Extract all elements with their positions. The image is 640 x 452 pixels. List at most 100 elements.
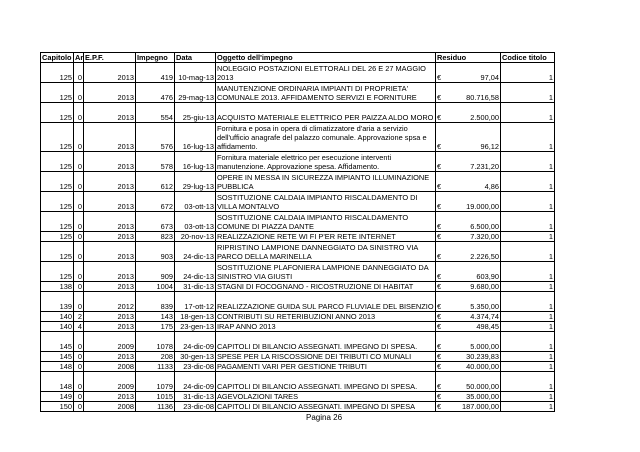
- cell-oggetto: NOLEGGIO POSTAZIONI ELETTORALI DEL 26 E …: [215, 62, 436, 83]
- cell-arti: 0: [73, 211, 84, 232]
- cell-arti: 0: [73, 191, 84, 212]
- cell-epf: 2008: [83, 401, 136, 412]
- cell-oggetto: ACQUISTO MATERIALE ELETTRICO PER PAIZZA …: [215, 102, 436, 123]
- cell-residuo: 40.000,00: [444, 361, 501, 372]
- cell-residuo: 19.000,00: [444, 191, 501, 212]
- currency-symbol: €: [435, 331, 445, 352]
- cell-impegno: 175: [135, 321, 175, 332]
- cell-codice: 1: [500, 122, 555, 152]
- cell-arti: 4: [73, 321, 84, 332]
- cell-data: 18-gen-13: [174, 311, 216, 322]
- cell-capitolo: 125: [40, 261, 74, 282]
- cell-residuo: 2.500,00: [444, 102, 501, 123]
- cell-oggetto: SOSTITUZIONE CALDAIA IMPIANTO RISCALDAME…: [215, 211, 436, 232]
- table-row: 138 0 2013 1004 31-dic-13 STAGNI DI FOCOGNANO…: [40, 281, 555, 292]
- cell-epf: 2013: [83, 122, 136, 152]
- col-capitolo: Capitolo: [40, 52, 74, 63]
- cell-impegno: 823: [135, 231, 175, 242]
- cell-data: 30-gen-13: [174, 351, 216, 362]
- cell-residuo: 97,04: [444, 62, 501, 83]
- cell-residuo: 30.239,83: [444, 351, 501, 362]
- cell-arti: 0: [73, 151, 84, 172]
- currency-symbol: €: [435, 321, 445, 332]
- cell-residuo: 7.231,20: [444, 151, 501, 172]
- cell-epf: 2013: [83, 261, 136, 282]
- cell-codice: 1: [500, 241, 555, 262]
- cell-residuo: 4.374,74: [444, 311, 501, 322]
- cell-epf: 2013: [83, 311, 136, 322]
- col-impegno: Impegno: [135, 52, 175, 63]
- cell-oggetto: RIPRISTINO LAMPIONE DANNEGGIATO DA SINIS…: [215, 241, 436, 262]
- cell-epf: 2013: [83, 211, 136, 232]
- cell-oggetto: CAPITOLI DI BILANCIO ASSEGNATI. IMPEGNO …: [215, 371, 436, 392]
- table-row: 125 0 2013 576 16-lug-13 Fornitura e posa in …: [40, 122, 555, 152]
- currency-symbol: €: [435, 351, 445, 362]
- cell-data: 23-dic-08: [174, 401, 216, 412]
- table-row: 140 4 2013 175 23-gen-13 IRAP ANNO 2013 €498,4…: [40, 321, 555, 332]
- table-row: 145 0 2013 208 30-gen-13 SPESE PER LA RISCOSS…: [40, 351, 555, 362]
- cell-arti: 0: [73, 171, 84, 192]
- table-row: 125 0 2013 673 03-ott-13 SOSTITUZIONE CALDAIA…: [40, 211, 555, 232]
- cell-oggetto: OPERE IN MESSA IN SICUREZZA IMPIANTO ILL…: [215, 171, 436, 192]
- cell-residuo: 80.716,58: [444, 82, 501, 103]
- cell-arti: 0: [73, 351, 84, 362]
- col-arti: Arti: [73, 52, 84, 63]
- cell-codice: 1: [500, 211, 555, 232]
- table-row: 149 0 2013 1015 31-dic-13 AGEVOLAZIONI TARES €…: [40, 391, 555, 402]
- cell-capitolo: 148: [40, 361, 74, 372]
- cell-data: 31-dic-13: [174, 281, 216, 292]
- cell-capitolo: 145: [40, 331, 74, 352]
- cell-impegno: 909: [135, 261, 175, 282]
- col-oggetto: Oggetto dell'impegno: [215, 52, 436, 63]
- cell-impegno: 554: [135, 102, 175, 123]
- cell-epf: 2013: [83, 391, 136, 402]
- cell-capitolo: 148: [40, 371, 74, 392]
- cell-codice: 1: [500, 102, 555, 123]
- cell-impegno: 672: [135, 191, 175, 212]
- currency-symbol: €: [435, 311, 445, 322]
- table-row: 125 0 2013 419 10-mag-13 NOLEGGIO POSTAZIONI …: [40, 62, 555, 83]
- cell-codice: 1: [500, 291, 555, 312]
- cell-data: 29-mag-13: [174, 82, 216, 103]
- cell-oggetto: SPESE PER LA RISCOSSIONE DEI TRIBUTI CO …: [215, 351, 436, 362]
- cell-capitolo: 125: [40, 241, 74, 262]
- cell-codice: 1: [500, 321, 555, 332]
- cell-data: 29-lug-13: [174, 171, 216, 192]
- cell-capitolo: 125: [40, 82, 74, 103]
- cell-codice: 1: [500, 261, 555, 282]
- currency-symbol: €: [435, 241, 445, 262]
- cell-data: 23-gen-13: [174, 321, 216, 332]
- cell-capitolo: 145: [40, 351, 74, 362]
- cell-capitolo: 139: [40, 291, 74, 312]
- cell-data: 10-mag-13: [174, 62, 216, 83]
- cell-residuo: 50.000,00: [444, 371, 501, 392]
- cell-codice: 1: [500, 82, 555, 103]
- cell-residuo: 5.000,00: [444, 331, 501, 352]
- cell-capitolo: 125: [40, 231, 74, 242]
- cell-data: 24-dic-09: [174, 371, 216, 392]
- cell-impegno: 673: [135, 211, 175, 232]
- currency-symbol: €: [435, 122, 445, 152]
- cell-capitolo: 150: [40, 401, 74, 412]
- cell-epf: 2013: [83, 191, 136, 212]
- cell-impegno: 419: [135, 62, 175, 83]
- table-row: 125 0 2013 672 03-ott-13 SOSTITUZIONE CALDAIA…: [40, 191, 555, 212]
- cell-capitolo: 149: [40, 391, 74, 402]
- col-data: Data: [174, 52, 216, 63]
- cell-residuo: 603,90: [444, 261, 501, 282]
- currency-symbol: €: [435, 62, 445, 83]
- col-epf: E.P.F.: [83, 52, 136, 63]
- cell-capitolo: 125: [40, 122, 74, 152]
- cell-capitolo: 125: [40, 191, 74, 212]
- cell-impegno: 903: [135, 241, 175, 262]
- currency-symbol: €: [435, 102, 445, 123]
- cell-data: 24-dic-13: [174, 261, 216, 282]
- cell-oggetto: PAGAMENTI VARI PER GESTIONE TRIBUTI: [215, 361, 436, 372]
- currency-symbol: €: [435, 82, 445, 103]
- currency-symbol: €: [435, 231, 445, 242]
- cell-codice: 1: [500, 171, 555, 192]
- cell-impegno: 1079: [135, 371, 175, 392]
- cell-arti: 0: [73, 401, 84, 412]
- currency-symbol: €: [435, 171, 445, 192]
- cell-impegno: 839: [135, 291, 175, 312]
